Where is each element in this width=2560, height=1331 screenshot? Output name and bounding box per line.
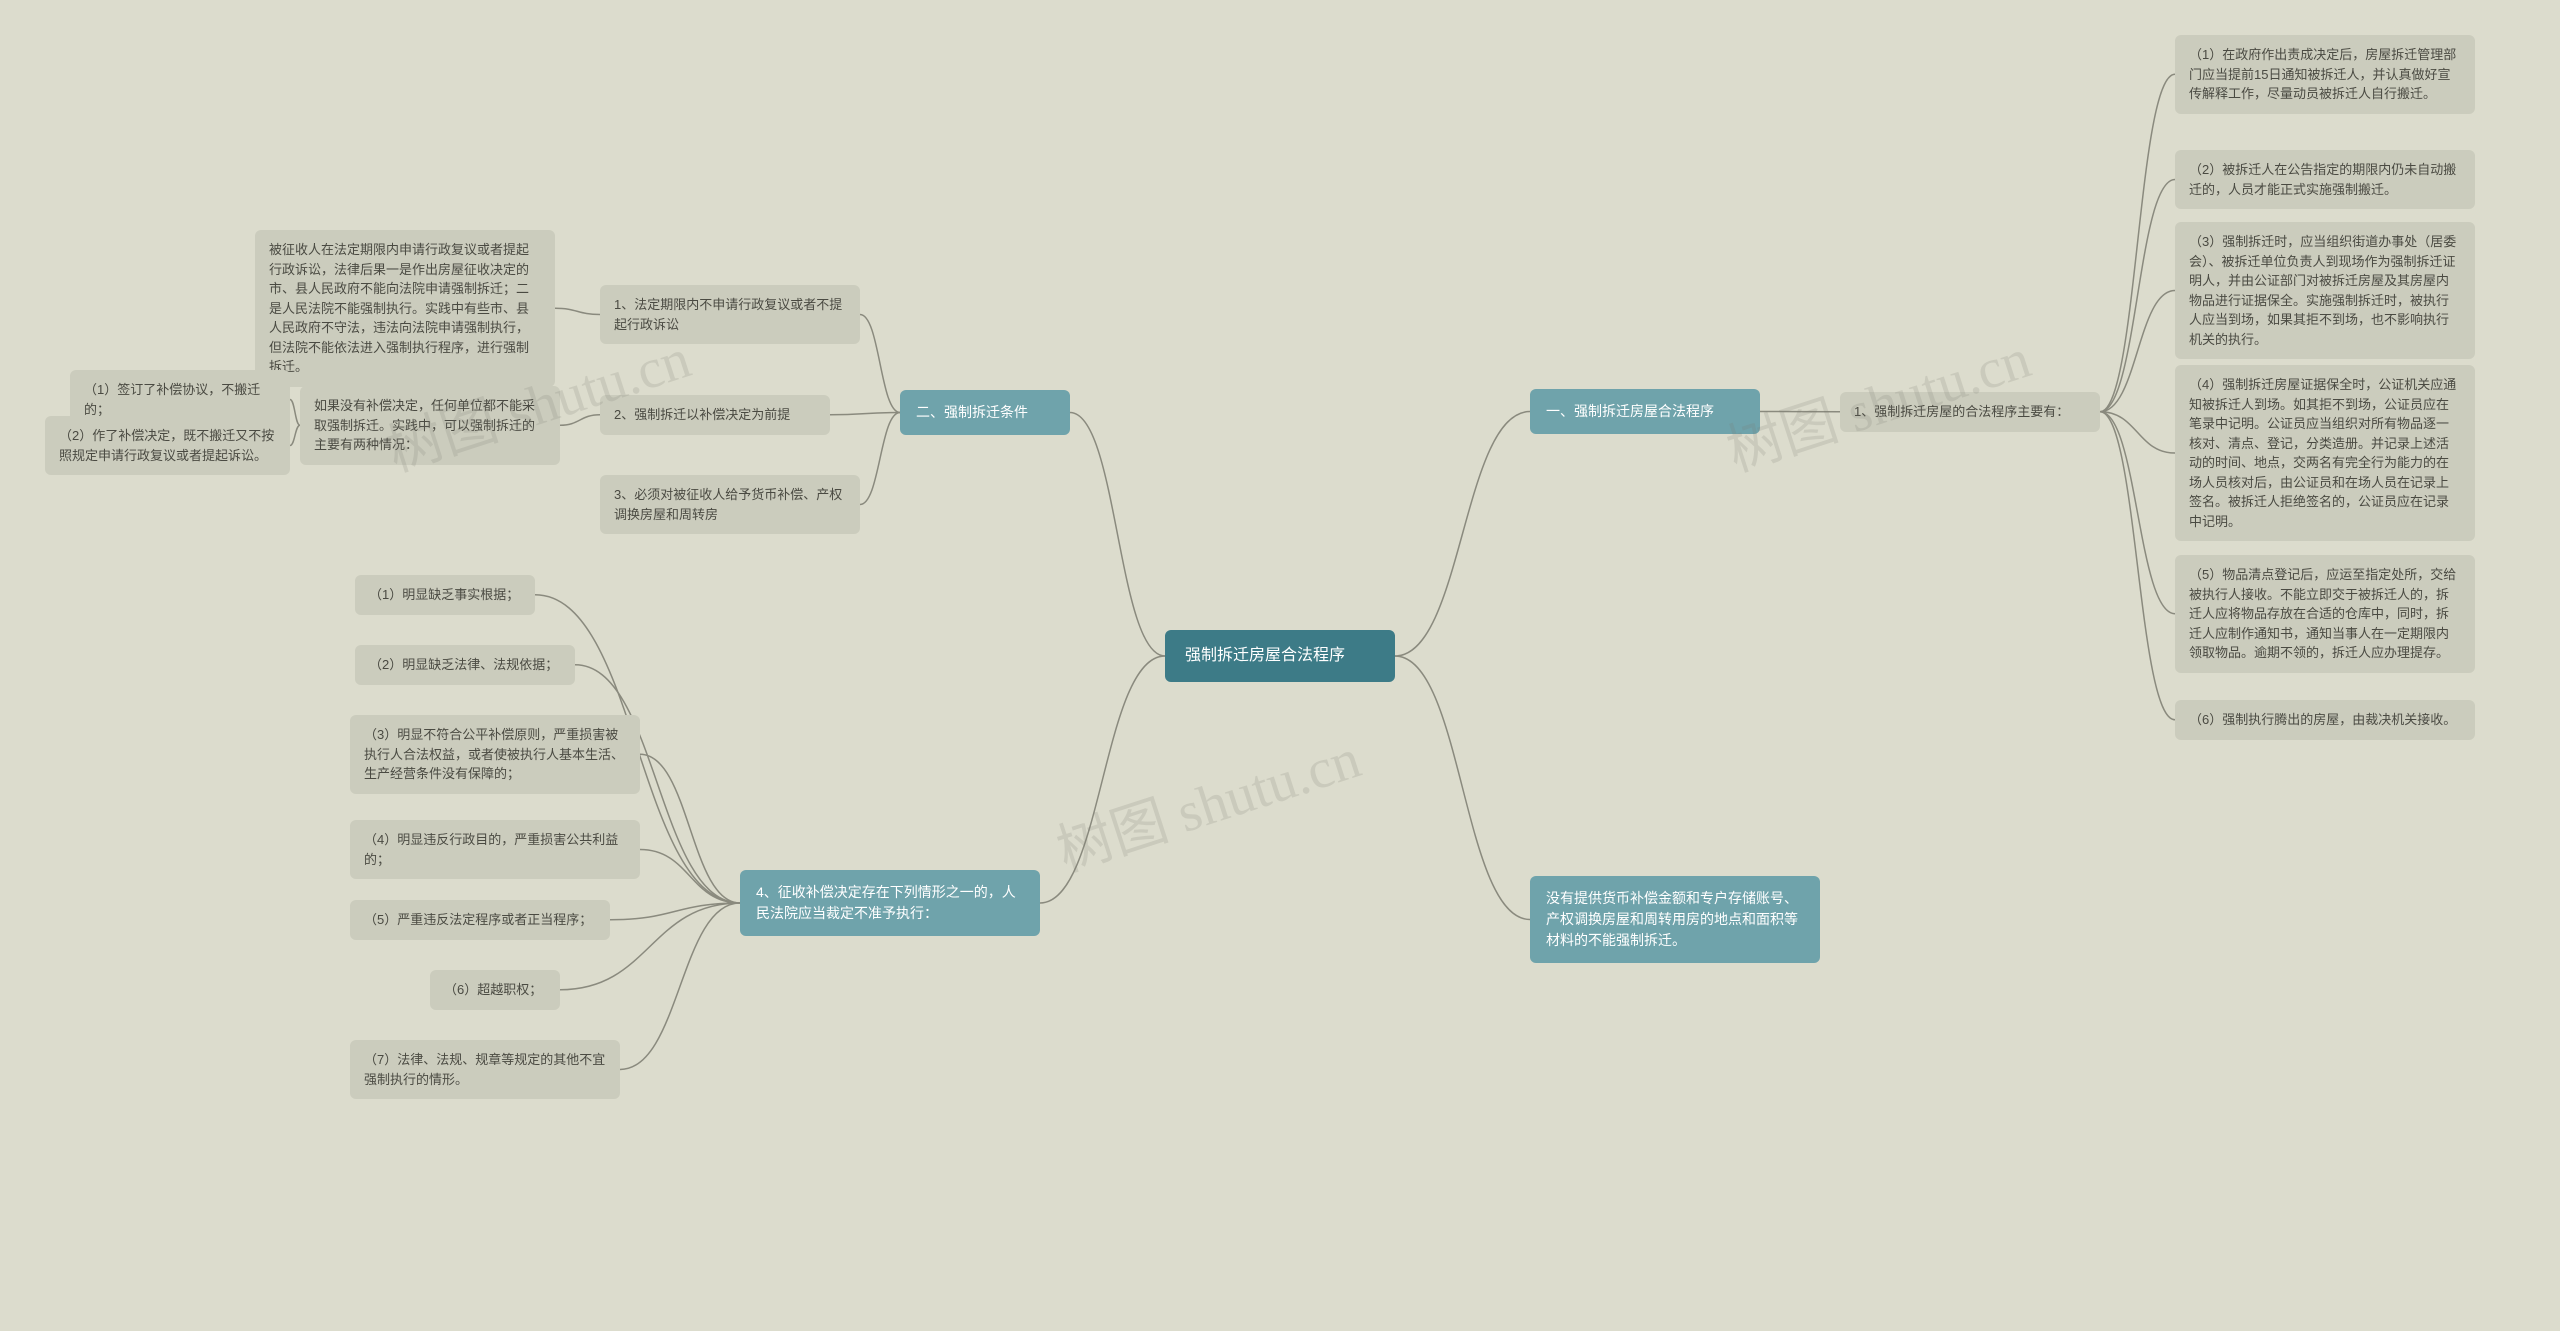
watermark-2: 树图 shutu.cn — [1045, 713, 1369, 887]
edge-L2-L2c — [640, 754, 740, 903]
edge-root-R1 — [1395, 412, 1530, 657]
node-R1a: 1、强制拆迁房屋的合法程序主要有： — [1840, 392, 2100, 432]
node-L1c: 3、必须对被征收人给予货币补偿、产权调换房屋和周转房 — [600, 475, 860, 534]
node-R1: 一、强制拆迁房屋合法程序 — [1530, 389, 1760, 434]
edge-L1-L1b — [830, 413, 900, 415]
edge-R1a-R1a2 — [2100, 180, 2175, 412]
node-L1: 二、强制拆迁条件 — [900, 390, 1070, 435]
node-L2g: （7）法律、法规、规章等规定的其他不宜强制执行的情形。 — [350, 1040, 620, 1099]
edge-R1a-R1a3 — [2100, 291, 2175, 412]
node-L2: 4、征收补偿决定存在下列情形之一的，人民法院应当裁定不准予执行： — [740, 870, 1040, 936]
edge-R1a-R1a4 — [2100, 412, 2175, 453]
node-R1a3: （3）强制拆迁时，应当组织街道办事处（居委会）、被拆迁单位负责人到现场作为强制拆… — [2175, 222, 2475, 359]
edge-root-L2 — [1040, 656, 1165, 903]
node-L2f: （6）超越职权； — [430, 970, 560, 1010]
edge-L1b_d-L1b_d2 — [290, 425, 300, 445]
edge-R1a-R1a1 — [2100, 74, 2175, 412]
edge-L1-L1a — [860, 315, 900, 413]
edge-root-R2 — [1395, 656, 1530, 920]
node-L1a: 1、法定期限内不申请行政复议或者不提起行政诉讼 — [600, 285, 860, 344]
edge-R1a-R1a5 — [2100, 412, 2175, 614]
node-L2e: （5）严重违反法定程序或者正当程序； — [350, 900, 610, 940]
edge-L1-L1c — [860, 413, 900, 505]
node-L2d: （4）明显违反行政目的，严重损害公共利益的； — [350, 820, 640, 879]
node-L1b: 2、强制拆迁以补偿决定为前提 — [600, 395, 830, 435]
node-R1a1: （1）在政府作出责成决定后，房屋拆迁管理部门应当提前15日通知被拆迁人，并认真做… — [2175, 35, 2475, 114]
node-R1a2: （2）被拆迁人在公告指定的期限内仍未自动搬迁的，人员才能正式实施强制搬迁。 — [2175, 150, 2475, 209]
edge-root-L1 — [1070, 413, 1165, 657]
edge-L1b-L1b_d — [560, 415, 600, 426]
node-L1b_d2: （2）作了补偿决定，既不搬迁又不按照规定申请行政复议或者提起诉讼。 — [45, 416, 290, 475]
node-L2c: （3）明显不符合公平补偿原则，严重损害被执行人合法权益，或者使被执行人基本生活、… — [350, 715, 640, 794]
edge-R1a-R1a6 — [2100, 412, 2175, 720]
node-R2: 没有提供货币补偿金额和专户存储账号、产权调换房屋和周转用房的地点和面积等材料的不… — [1530, 876, 1820, 963]
node-R1a5: （5）物品清点登记后，应运至指定处所，交给被执行人接收。不能立即交于被拆迁人的，… — [2175, 555, 2475, 673]
node-R1a6: （6）强制执行腾出的房屋，由裁决机关接收。 — [2175, 700, 2475, 740]
node-L1b_d: 如果没有补偿决定，任何单位都不能采取强制拆迁。实践中，可以强制拆迁的主要有两种情… — [300, 386, 560, 465]
edge-L1b_d-L1b_d1 — [290, 400, 300, 426]
edge-L2-L2g — [620, 903, 740, 1070]
edge-L1a-L1a_d — [555, 308, 600, 314]
node-R1a4: （4）强制拆迁房屋证据保全时，公证机关应通知被拆迁人到场。如其拒不到场，公证员应… — [2175, 365, 2475, 541]
node-root: 强制拆迁房屋合法程序 — [1165, 630, 1395, 682]
node-L1a_d: 被征收人在法定期限内申请行政复议或者提起行政诉讼，法律后果一是作出房屋征收决定的… — [255, 230, 555, 387]
edge-L2-L2d — [640, 850, 740, 904]
node-L2b: （2）明显缺乏法律、法规依据； — [355, 645, 575, 685]
edge-L2-L2e — [610, 903, 740, 920]
node-L2a: （1）明显缺乏事实根据； — [355, 575, 535, 615]
